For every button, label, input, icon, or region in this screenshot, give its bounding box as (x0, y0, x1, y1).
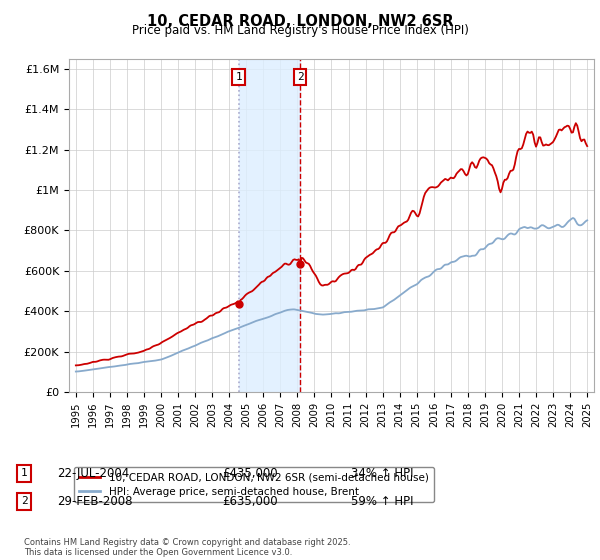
Text: 2: 2 (20, 496, 28, 506)
Text: 2: 2 (297, 72, 304, 82)
Text: 34% ↑ HPI: 34% ↑ HPI (351, 466, 413, 480)
Legend: 10, CEDAR ROAD, LONDON, NW2 6SR (semi-detached house), HPI: Average price, semi-: 10, CEDAR ROAD, LONDON, NW2 6SR (semi-de… (74, 467, 434, 502)
Bar (239, 59, 300, 392)
Text: 1: 1 (20, 468, 28, 478)
Text: Contains HM Land Registry data © Crown copyright and database right 2025.
This d: Contains HM Land Registry data © Crown c… (24, 538, 350, 557)
Text: £635,000: £635,000 (222, 494, 278, 508)
Text: Price paid vs. HM Land Registry's House Price Index (HPI): Price paid vs. HM Land Registry's House … (131, 24, 469, 36)
Text: £435,000: £435,000 (222, 466, 278, 480)
Text: 22-JUL-2004: 22-JUL-2004 (57, 466, 129, 480)
Text: 1: 1 (235, 72, 242, 82)
Text: 29-FEB-2008: 29-FEB-2008 (57, 494, 133, 508)
Text: 10, CEDAR ROAD, LONDON, NW2 6SR: 10, CEDAR ROAD, LONDON, NW2 6SR (146, 14, 454, 29)
Text: 59% ↑ HPI: 59% ↑ HPI (351, 494, 413, 508)
